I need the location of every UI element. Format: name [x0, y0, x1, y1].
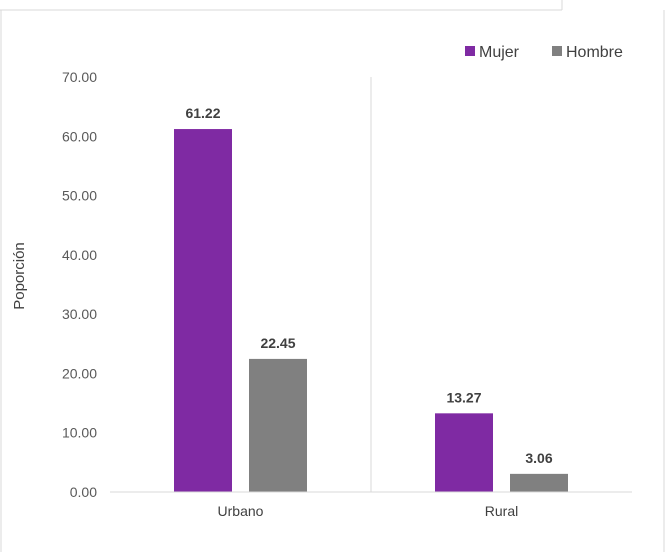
y-tick-label: 0.00 [70, 484, 97, 500]
bar-hombre-rural [510, 473, 568, 492]
y-axis-title: Poporción [11, 242, 28, 310]
bar-mujer-urbano [174, 129, 232, 492]
data-label: 3.06 [525, 450, 552, 466]
data-label: 61.22 [185, 105, 220, 121]
legend-swatch-mujer [465, 46, 475, 56]
y-tick-label: 70.00 [62, 69, 97, 85]
x-tick-label: Urbano [218, 503, 264, 519]
data-label: 22.45 [260, 335, 295, 351]
plot-area: 61.22 22.45 13.27 3.06 [174, 77, 568, 492]
y-tick-label: 30.00 [62, 306, 97, 322]
bar-hombre-urbano [249, 358, 307, 492]
y-tick-label: 40.00 [62, 247, 97, 263]
data-label: 13.27 [446, 389, 481, 405]
bar-mujer-rural [435, 413, 493, 492]
legend: Mujer Hombre [465, 44, 623, 61]
legend-swatch-hombre [552, 46, 562, 56]
y-tick-label: 50.00 [62, 188, 97, 204]
y-axis: 0.00 10.00 20.00 30.00 40.00 50.00 60.00 70.00 [62, 69, 97, 500]
x-tick-label: Rural [485, 503, 518, 519]
x-axis: Urbano Rural [110, 491, 632, 519]
legend-label-mujer: Mujer [479, 44, 520, 61]
y-tick-label: 10.00 [62, 425, 97, 441]
legend-label-hombre: Hombre [566, 44, 623, 61]
y-tick-label: 60.00 [62, 128, 97, 144]
y-tick-label: 20.00 [62, 365, 97, 381]
